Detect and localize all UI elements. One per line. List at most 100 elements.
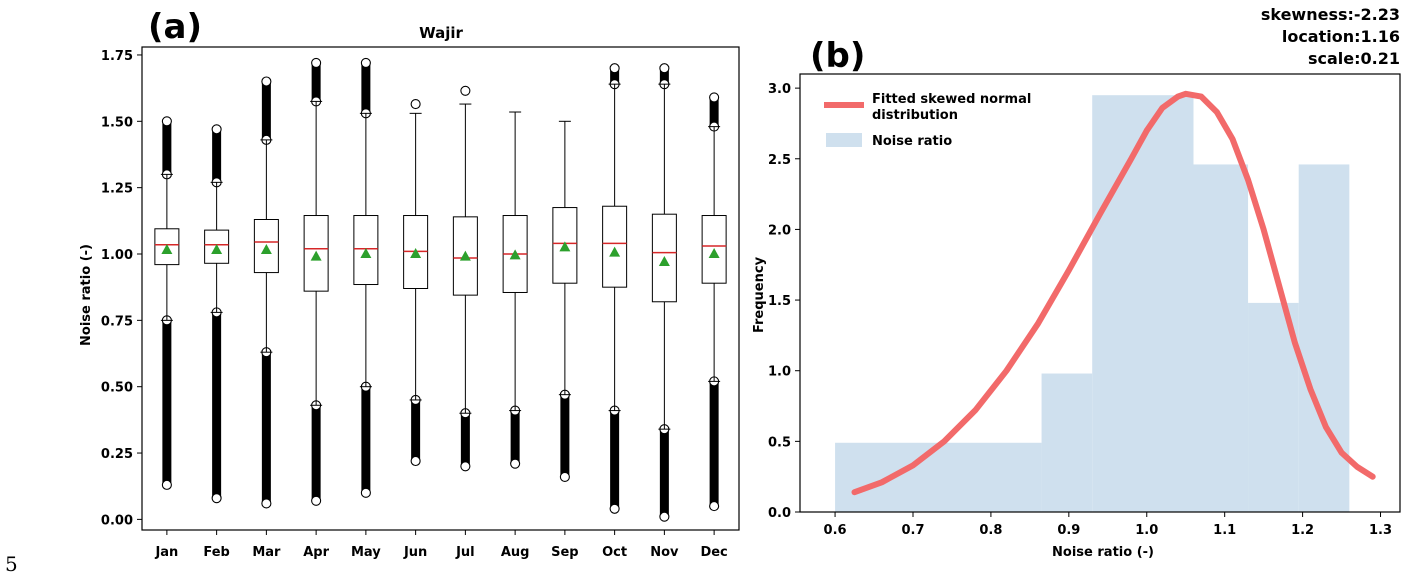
outliers-low-end — [709, 501, 720, 512]
histogram-bar — [835, 442, 1042, 512]
axis-ticks: 0.6 0.7 0.8 0.9 1.0 1.1 1.2 1.3 0.0 0.5 1.0 1.5 2.0 2… — [768, 82, 1392, 538]
mean-marker — [658, 255, 670, 266]
outliers-high-end — [161, 116, 172, 127]
y-tick-label: 1.50 — [101, 115, 133, 130]
legend-swatch-hist — [826, 133, 862, 147]
mean-marker — [260, 244, 272, 255]
outliers-low-end — [161, 479, 172, 490]
histogram-bars — [835, 95, 1350, 513]
boxes — [154, 57, 727, 522]
mean-marker — [211, 244, 223, 255]
outliers-low-end — [609, 503, 620, 514]
panel-label-a: (a) — [148, 7, 202, 47]
stat-location: location:1.16 — [1282, 27, 1400, 46]
x-tick-label: Oct — [602, 545, 627, 560]
mean-marker — [509, 249, 521, 260]
x-tick-label: Dec — [700, 545, 727, 560]
plot-frame — [141, 46, 740, 531]
legend-label-hist: Noise ratio — [872, 134, 952, 149]
x-tick-label: 1.1 — [1213, 523, 1236, 538]
mean-marker — [708, 248, 720, 258]
y-tick-label: 0.5 — [768, 435, 791, 450]
x-tick-label: Sep — [551, 545, 579, 560]
outliers-high-end — [360, 57, 371, 68]
plot-frame — [799, 73, 1401, 513]
y-tick-label: 1.5 — [768, 294, 791, 309]
outliers-high — [460, 85, 471, 96]
outliers-low-end — [659, 511, 670, 522]
outliers-low-end — [211, 493, 222, 504]
panel-label-b: (b) — [810, 36, 865, 76]
fit-curve — [851, 90, 1376, 496]
y-axis-ticks: 0.00 0.25 0.50 0.75 1.00 1.25 1.50 1.75 — [101, 49, 142, 528]
outliers-low-end — [360, 487, 371, 498]
y-tick-label: 1.0 — [768, 365, 791, 380]
mean-marker — [459, 250, 471, 261]
x-tick-label: 1.0 — [1135, 523, 1158, 538]
x-tick-label: Nov — [650, 545, 679, 560]
x-tick-label: 0.9 — [1057, 523, 1080, 538]
mean-marker — [559, 241, 571, 252]
x-tick-label: 0.6 — [824, 523, 847, 538]
y-tick-label: 0.75 — [101, 314, 133, 329]
box — [303, 215, 329, 292]
chart-title: Wajir — [419, 24, 463, 42]
y-axis-label: Frequency — [752, 256, 767, 333]
legend: Fitted skewed normal distribution Noise … — [824, 92, 1031, 149]
y-tick-label: 1.00 — [101, 248, 133, 263]
y-tick-label: 2.5 — [768, 153, 791, 168]
mean-marker — [410, 248, 422, 258]
outliers-high-end — [709, 92, 720, 103]
x-tick-label: Apr — [303, 545, 329, 560]
y-tick-label: 1.75 — [101, 49, 133, 64]
histogram-bar — [1248, 302, 1299, 512]
outliers-low-end — [311, 495, 322, 506]
outliers-high-end — [609, 63, 620, 74]
y-axis-label: Noise ratio (-) — [79, 244, 94, 346]
x-tick-label: 1.3 — [1369, 523, 1392, 538]
legend-label-fit-line1: Fitted skewed normal — [872, 92, 1031, 107]
outliers-low-end — [559, 471, 570, 482]
boxplot-panel: (a) Wajir Noise ratio (-) 0.00 0.25 0.50 0.… — [79, 7, 740, 560]
x-tick-label: 1.2 — [1291, 523, 1314, 538]
mean-marker — [161, 244, 173, 255]
histogram-bar — [1298, 164, 1350, 512]
x-axis-label: Noise ratio (-) — [1052, 545, 1154, 560]
mean-marker — [310, 250, 322, 261]
y-tick-label: 3.0 — [768, 82, 791, 97]
outliers-high — [410, 99, 421, 110]
histogram-panel: (b) skewness:-2.23 location:1.16 scale:0… — [752, 5, 1401, 560]
page-number: 5 — [5, 552, 18, 576]
outliers-high-end — [261, 76, 272, 87]
x-tick-label: May — [351, 545, 381, 560]
x-tick-label: Jan — [154, 545, 178, 560]
mean-marker — [360, 248, 372, 258]
x-tick-label: 0.7 — [901, 523, 924, 538]
outliers-low-end — [410, 455, 421, 467]
x-tick-label: 0.8 — [979, 523, 1002, 538]
x-axis-ticks: Jan Feb Mar Apr May Jun Jul Aug Sep Oct Nov Dec — [154, 530, 728, 560]
histogram-bar — [1041, 373, 1093, 512]
outliers-high-end — [211, 124, 222, 135]
y-tick-label: 0.00 — [101, 513, 133, 528]
y-tick-label: 0.0 — [768, 506, 791, 521]
outliers-high-end — [659, 63, 670, 74]
x-tick-label: Mar — [252, 545, 281, 560]
x-tick-label: Jun — [403, 545, 427, 560]
legend-label-fit-line2: distribution — [872, 108, 958, 123]
stat-scale: scale:0.21 — [1308, 49, 1400, 68]
stat-skewness: skewness:-2.23 — [1261, 5, 1400, 24]
outliers-low-end — [510, 458, 521, 469]
y-tick-label: 2.0 — [768, 223, 791, 238]
x-tick-label: Feb — [203, 545, 229, 560]
outliers-low-end — [460, 461, 471, 472]
outliers-low-end — [261, 498, 272, 509]
y-tick-label: 0.25 — [101, 447, 133, 462]
outliers-high-end — [311, 57, 322, 68]
x-tick-label: Aug — [501, 545, 530, 560]
histogram-bar — [1193, 164, 1249, 512]
y-tick-label: 0.50 — [101, 381, 133, 396]
histogram-bar — [1092, 95, 1194, 513]
mean-marker — [609, 246, 621, 257]
